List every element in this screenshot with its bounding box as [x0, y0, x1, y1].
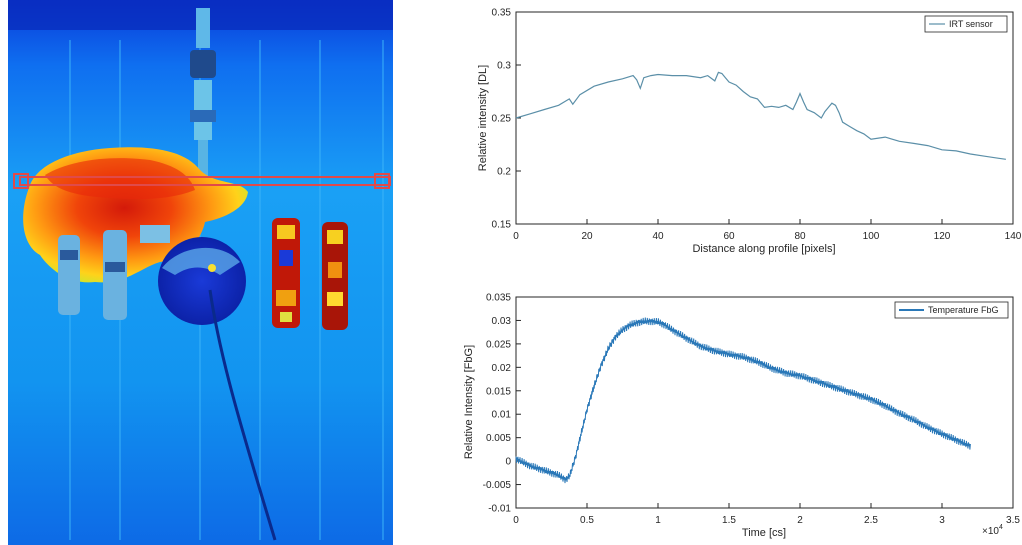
y-axis-label: Relative Intensity [FbG]: [463, 345, 475, 459]
y-tick-label: 0.2: [497, 167, 511, 178]
x-tick-label: 60: [723, 231, 735, 242]
y-tick-label: 0.15: [492, 220, 512, 231]
legend: Temperature FbG: [894, 301, 1009, 319]
x-tick-label: 1: [655, 515, 661, 526]
x-axis-label: Distance along profile [pixels]: [692, 243, 835, 255]
plot-area: [515, 296, 1014, 509]
x-tick-label: 3.5: [1006, 515, 1020, 526]
x-tick-label: 0: [513, 515, 519, 526]
x-tick-label: 140: [1005, 231, 1022, 242]
hot-object-1: [272, 218, 300, 328]
x-tick-label: 1.5: [722, 515, 736, 526]
y-tick-label: -0.005: [483, 480, 512, 491]
y-tick-label: 0.025: [486, 339, 511, 350]
y-tick-label: 0.25: [492, 114, 512, 125]
irt-sensor-line: [515, 71, 1006, 160]
y-tick-label: 0.035: [486, 293, 511, 304]
thermal-image: [0, 0, 404, 545]
hot-object-2: [322, 222, 348, 330]
y-tick-label: 0: [505, 457, 511, 468]
legend-label: Temperature FbG: [928, 305, 999, 315]
x-tick-label: 2.5: [864, 515, 878, 526]
x-tick-label: 3: [939, 515, 945, 526]
y-tick-label: 0.015: [486, 386, 511, 397]
y-tick-label: -0.01: [488, 504, 511, 515]
x-tick-label: 100: [863, 231, 880, 242]
x-tick-label: 120: [934, 231, 951, 242]
legend-label: IRT sensor: [949, 19, 993, 29]
x-tick-label: 20: [581, 231, 593, 242]
legend: IRT sensor: [924, 15, 1008, 33]
y-tick-label: 0.03: [492, 316, 512, 327]
x-tick-label: 0: [513, 231, 519, 242]
x-tick-label: 0.5: [580, 515, 594, 526]
profile-line: [13, 173, 391, 189]
y-tick-label: 0.02: [492, 363, 512, 374]
y-tick-label: 0.01: [492, 410, 512, 421]
x-tick-label: 2: [797, 515, 803, 526]
x-tick-label: 40: [652, 231, 664, 242]
plot-area: [515, 11, 1014, 225]
x-axis-exponent: ×104: [982, 524, 1003, 537]
irt-profile-chart: 0 20 40 60 80 100 120 140 0.15 0.2 0.25 0.3 0.35 Dis…: [477, 8, 1022, 256]
y-tick-label: 0.35: [492, 8, 512, 19]
y-tick-label: 0.3: [497, 61, 511, 72]
top-sensor: [190, 8, 216, 180]
temperature-fbg-line: [515, 317, 971, 484]
y-tick-label: 0.005: [486, 433, 511, 444]
y-axis-label: Relative intensity [DL]: [477, 65, 489, 171]
x-axis-label: Time [cs]: [742, 527, 786, 539]
fbg-temperature-chart: 0 0.5 1 1.5 2 2.5 3 3.5 -0.01 -0.005 0 0.005 0.01 0.0…: [463, 293, 1020, 540]
x-tick-label: 80: [794, 231, 806, 242]
